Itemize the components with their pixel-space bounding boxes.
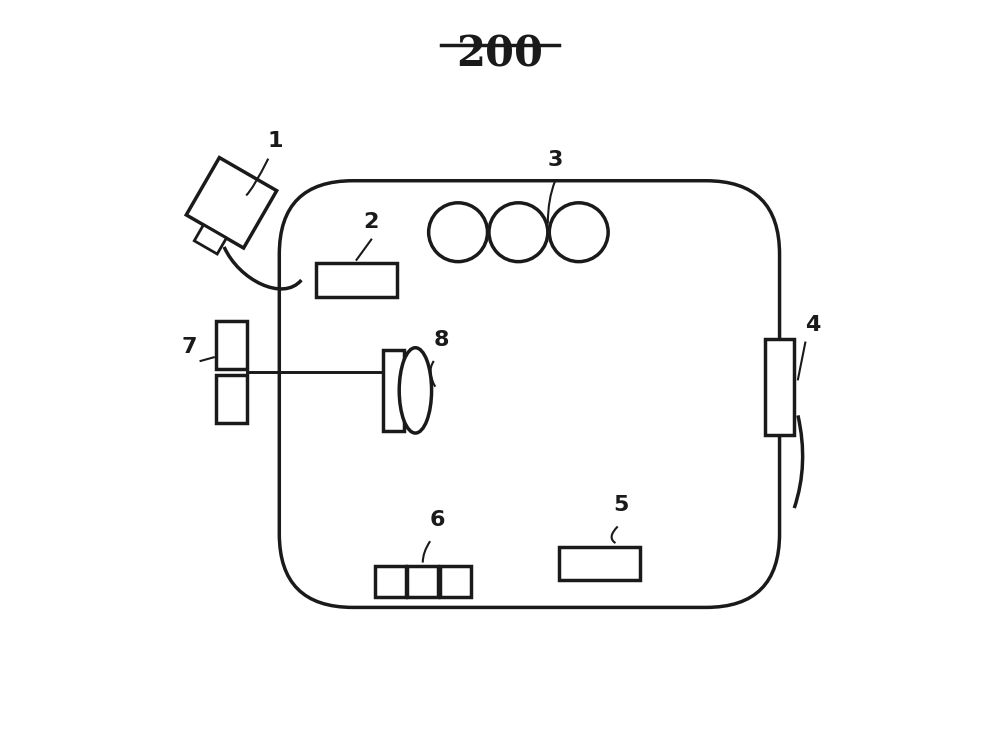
Circle shape xyxy=(489,203,548,262)
Text: 6: 6 xyxy=(430,510,445,530)
Circle shape xyxy=(549,203,608,262)
Text: 5: 5 xyxy=(614,496,629,516)
Bar xyxy=(216,375,247,423)
Bar xyxy=(407,566,438,597)
Bar xyxy=(216,321,247,369)
Ellipse shape xyxy=(399,347,432,433)
Text: 2: 2 xyxy=(364,212,379,232)
Text: 3: 3 xyxy=(547,150,563,170)
Circle shape xyxy=(429,203,487,262)
Bar xyxy=(765,339,794,434)
Bar xyxy=(316,263,397,297)
Bar xyxy=(186,158,277,248)
Bar xyxy=(440,566,471,597)
Text: 7: 7 xyxy=(182,337,197,357)
Text: 200: 200 xyxy=(456,33,544,76)
Bar xyxy=(375,566,406,597)
Text: 8: 8 xyxy=(433,330,449,350)
Bar xyxy=(383,350,404,431)
Text: 4: 4 xyxy=(805,315,820,336)
Bar xyxy=(194,225,226,254)
Bar xyxy=(559,547,640,580)
Text: 1: 1 xyxy=(268,131,283,151)
